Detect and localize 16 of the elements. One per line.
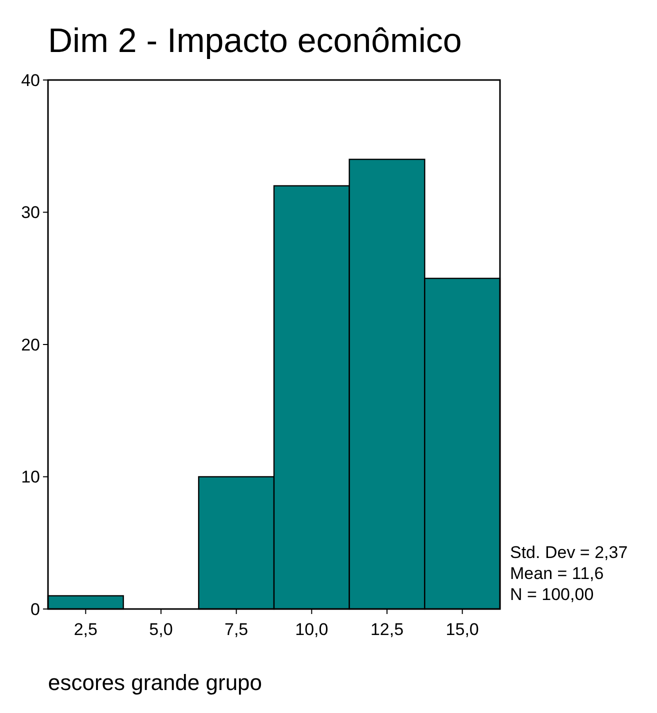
y-tick-label: 40 — [21, 70, 40, 90]
x-tick-label: 5,0 — [149, 620, 173, 639]
x-tick-label: 10,0 — [295, 620, 328, 639]
text: N = 100,00 — [510, 584, 594, 604]
x-tick-label: 15,0 — [446, 620, 479, 639]
y-tick-label: 20 — [21, 335, 40, 354]
text: Std. Dev = 2,37 — [510, 542, 628, 562]
chart-title: Dim 2 - Impacto econômico — [48, 22, 462, 60]
x-tick-label: 12,5 — [370, 620, 404, 639]
y-tick-label: 0 — [30, 600, 40, 619]
x-tick-label: 7,5 — [224, 620, 248, 639]
y-tick-label: 10 — [21, 468, 40, 487]
x-tick-label: 2,5 — [74, 620, 98, 639]
text: Mean = 11,6 — [510, 564, 604, 583]
x-axis-title: escores grande grupo — [48, 670, 262, 695]
y-tick-label: 30 — [21, 203, 40, 222]
